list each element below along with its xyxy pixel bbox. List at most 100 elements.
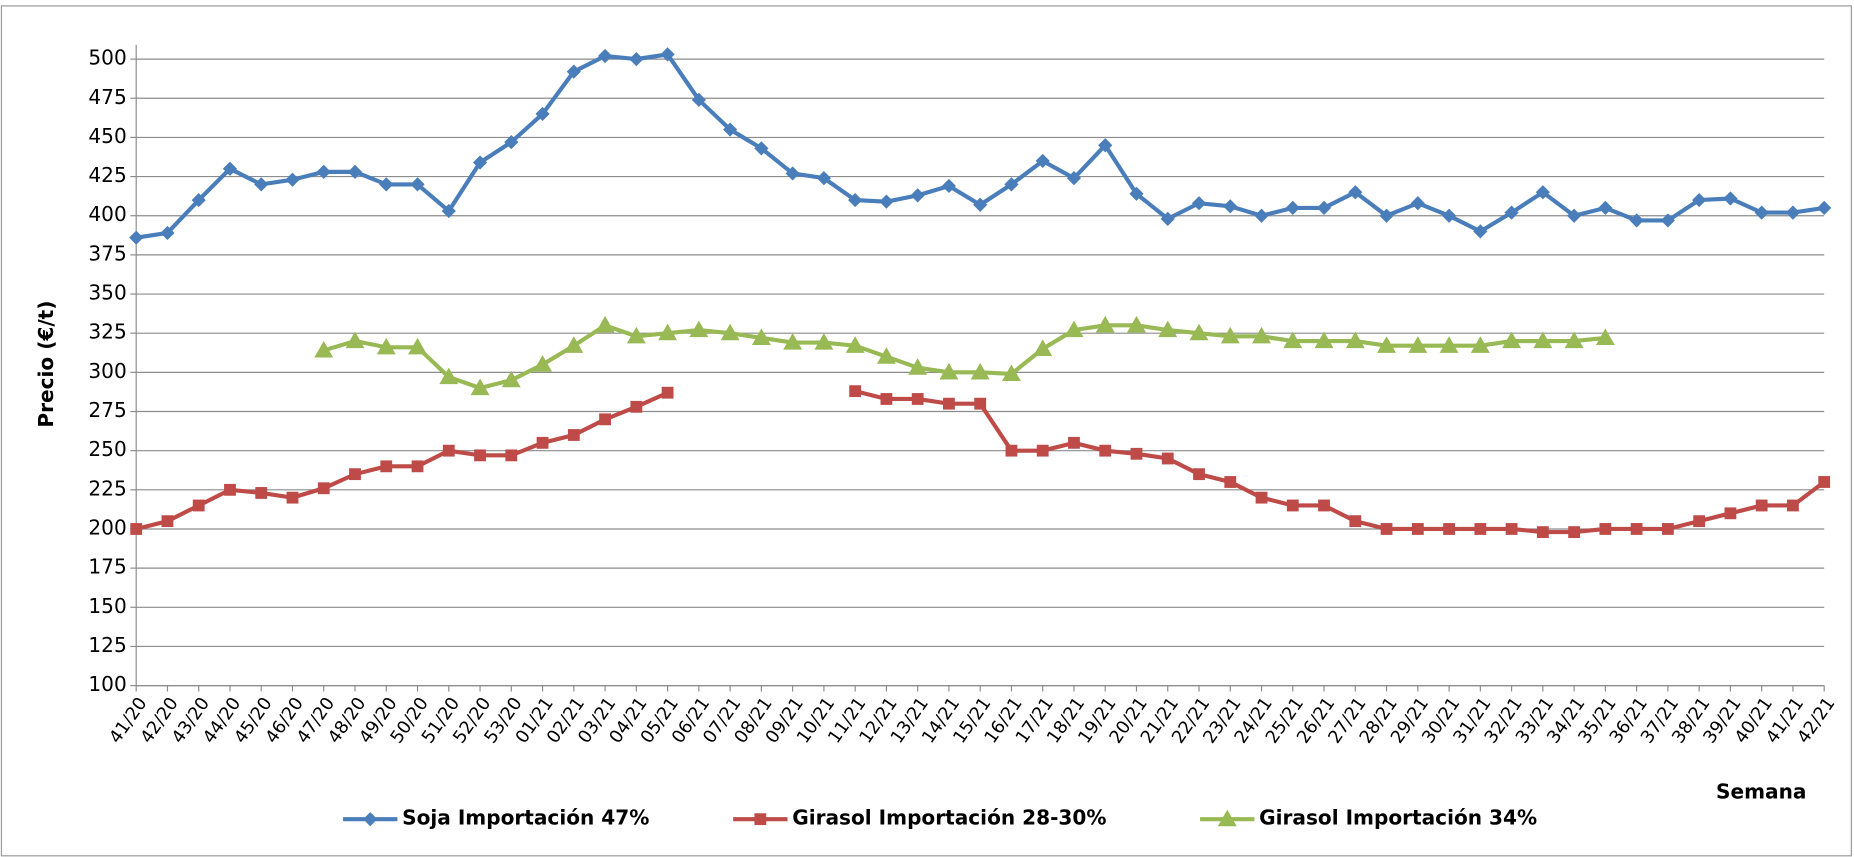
x-axis-title: Semana bbox=[1716, 780, 1806, 804]
marker-triangle bbox=[751, 328, 771, 345]
marker-square bbox=[1818, 476, 1831, 488]
y-tick-label: 100 bbox=[88, 672, 126, 696]
marker-diamond bbox=[441, 203, 456, 219]
marker-triangle bbox=[564, 336, 584, 353]
marker-square bbox=[974, 397, 987, 410]
marker-square bbox=[1474, 523, 1487, 535]
marker-triangle bbox=[1064, 320, 1084, 338]
marker-square bbox=[661, 386, 674, 399]
marker-triangle bbox=[939, 362, 959, 380]
y-tick-label: 250 bbox=[88, 437, 126, 461]
marker-square bbox=[1349, 515, 1362, 528]
marker-triangle bbox=[1502, 331, 1522, 349]
y-tick-label: 175 bbox=[88, 555, 126, 579]
y-tick-label: 400 bbox=[88, 202, 126, 226]
marker-square bbox=[224, 483, 236, 496]
marker-diamond bbox=[472, 155, 488, 170]
marker-diamond bbox=[1035, 153, 1050, 169]
y-tick-label: 275 bbox=[88, 398, 126, 422]
marker-square bbox=[1380, 523, 1393, 535]
marker-triangle bbox=[970, 362, 990, 380]
y-tick-label: 200 bbox=[88, 515, 126, 539]
marker-triangle bbox=[1377, 336, 1397, 353]
marker-square bbox=[849, 385, 862, 398]
marker-triangle bbox=[501, 370, 521, 388]
marker-triangle bbox=[1095, 315, 1115, 333]
y-axis-title: Precio (€/t) bbox=[34, 301, 58, 428]
y-tick-label: 300 bbox=[88, 359, 126, 383]
y-tick-label: 500 bbox=[88, 46, 126, 70]
marker-square bbox=[1787, 499, 1799, 512]
legend-label: Girasol Importación 34% bbox=[1259, 806, 1537, 830]
marker-diamond bbox=[363, 812, 378, 827]
marker-square bbox=[943, 397, 955, 410]
marker-triangle bbox=[1001, 364, 1021, 382]
marker-square bbox=[1755, 499, 1768, 512]
marker-diamond bbox=[597, 48, 613, 64]
marker-square bbox=[505, 449, 518, 462]
marker-triangle bbox=[876, 347, 896, 364]
marker-triangle bbox=[408, 337, 427, 355]
marker-square bbox=[192, 499, 205, 512]
marker-square bbox=[1099, 444, 1112, 457]
marker-diamond bbox=[1160, 211, 1175, 226]
marker-diamond bbox=[160, 225, 175, 241]
marker-diamond bbox=[1410, 196, 1425, 211]
marker-square bbox=[1130, 447, 1143, 460]
marker-triangle bbox=[720, 323, 740, 341]
marker-diamond bbox=[660, 47, 675, 62]
marker-square bbox=[1161, 452, 1174, 465]
marker-triangle bbox=[1127, 315, 1146, 333]
marker-square bbox=[1255, 491, 1268, 504]
marker-triangle bbox=[1220, 326, 1240, 344]
marker-square bbox=[880, 393, 893, 405]
marker-square bbox=[1411, 523, 1424, 535]
marker-triangle bbox=[1408, 336, 1428, 353]
marker-square bbox=[1318, 499, 1330, 512]
y-tick-label: 425 bbox=[88, 163, 126, 187]
marker-square bbox=[630, 400, 643, 413]
marker-square bbox=[1443, 523, 1455, 535]
marker-square bbox=[536, 436, 549, 449]
marker-square bbox=[1724, 507, 1737, 520]
marker-square bbox=[599, 413, 611, 426]
marker-triangle bbox=[376, 337, 396, 355]
marker-square bbox=[130, 523, 143, 535]
marker-square bbox=[161, 515, 174, 528]
marker-triangle bbox=[783, 333, 803, 350]
marker-triangle bbox=[1564, 331, 1584, 349]
marker-square bbox=[1286, 499, 1299, 512]
marker-triangle bbox=[1439, 336, 1459, 353]
marker-square bbox=[442, 444, 455, 457]
marker-square bbox=[1661, 523, 1674, 535]
y-tick-label: 450 bbox=[88, 124, 126, 148]
marker-triangle bbox=[689, 320, 709, 338]
y-tick-label: 150 bbox=[88, 594, 126, 618]
marker-triangle bbox=[439, 367, 459, 385]
marker-triangle bbox=[1033, 339, 1053, 356]
marker-triangle bbox=[1345, 331, 1365, 349]
y-tick-label: 325 bbox=[88, 320, 126, 344]
marker-triangle bbox=[1189, 323, 1209, 341]
marker-square bbox=[1036, 444, 1049, 457]
marker-diamond bbox=[754, 141, 769, 156]
marker-square bbox=[286, 491, 299, 504]
marker-square bbox=[255, 487, 268, 499]
marker-triangle bbox=[658, 323, 678, 341]
marker-triangle bbox=[626, 326, 646, 344]
marker-triangle bbox=[1283, 331, 1303, 349]
chart-border bbox=[0, 5, 1852, 857]
marker-triangle bbox=[908, 358, 928, 375]
marker-square bbox=[1193, 468, 1205, 481]
y-tick-label: 125 bbox=[88, 633, 126, 657]
marker-diamond bbox=[129, 230, 144, 245]
marker-triangle bbox=[1595, 328, 1615, 345]
y-tick-label: 350 bbox=[88, 281, 126, 305]
marker-square bbox=[317, 482, 330, 495]
marker-triangle bbox=[314, 340, 334, 358]
marker-square bbox=[1599, 523, 1612, 535]
marker-square bbox=[1505, 523, 1518, 535]
marker-square bbox=[349, 468, 361, 481]
